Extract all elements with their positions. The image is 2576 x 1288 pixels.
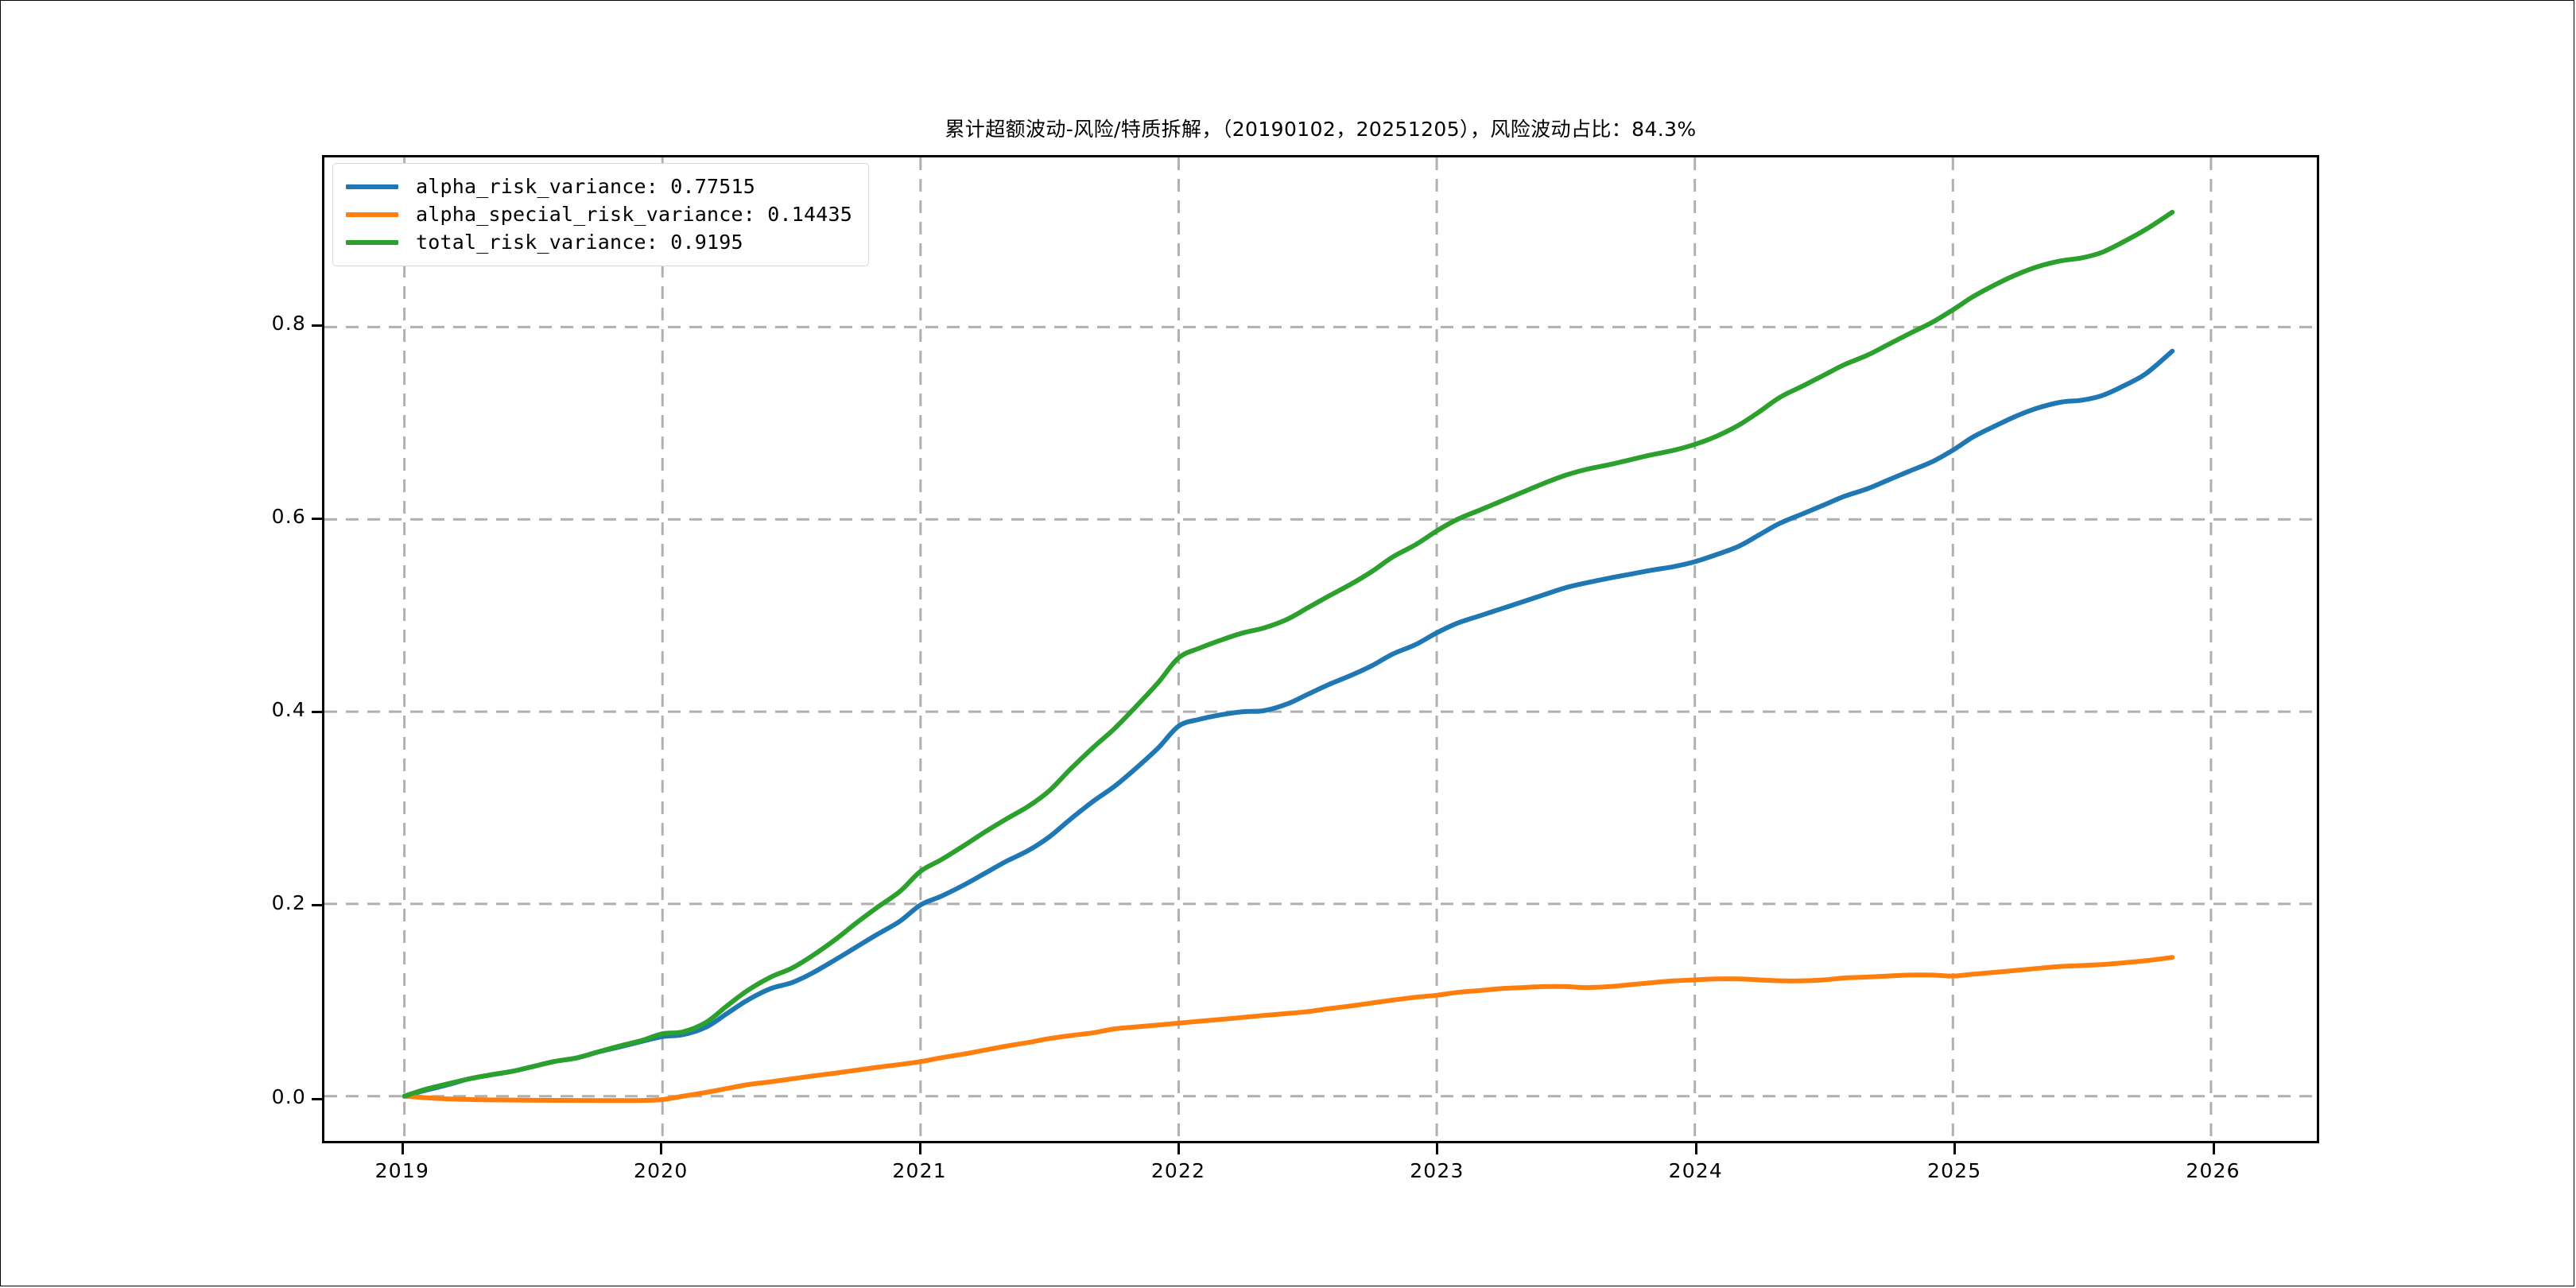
x-tick-label-0: 2019 [374,1159,430,1182]
x-tick-mark-3 [1177,1143,1181,1154]
legend-swatch-alpha_risk_variance [346,184,398,189]
plot-svg [324,157,2317,1141]
y-tick-label-3: 0.6 [271,505,306,529]
legend-label-total_risk_variance: total_risk_variance: 0.9195 [416,231,743,254]
chart-title: 累计超额波动-风险/特质拆解，（20190102，20251205），风险波动占… [945,118,1697,141]
x-tick-mark-0 [401,1143,404,1154]
y-tick-mark-0 [312,1097,323,1100]
x-tick-label-5: 2024 [1668,1159,1724,1182]
y-tick-mark-2 [312,711,323,714]
y-tick-mark-4 [312,324,323,328]
series-line-total_risk_variance [402,209,2175,1099]
x-tick-label-4: 2023 [1410,1159,1465,1182]
gridlines [324,157,2317,1141]
x-tick-mark-7 [2212,1143,2215,1154]
legend-label-alpha_risk_variance: alpha_risk_variance: 0.77515 [416,175,756,198]
data-lines [402,209,2175,1104]
legend-item-total_risk_variance[interactable]: total_risk_variance: 0.9195 [346,228,852,256]
chart-legend: alpha_risk_variance: 0.77515 alpha_specia… [332,163,870,266]
y-tick-mark-3 [312,518,323,521]
y-tick-label-1: 0.2 [271,891,306,915]
legend-item-alpha_risk_variance[interactable]: alpha_risk_variance: 0.77515 [346,173,852,200]
x-tick-mark-4 [1436,1143,1439,1154]
y-tick-label-2: 0.4 [271,698,306,722]
x-tick-label-6: 2025 [1926,1159,1982,1182]
x-tick-label-2: 2021 [892,1159,947,1182]
y-tick-mark-1 [312,904,323,907]
legend-item-alpha_special_risk_variance[interactable]: alpha_special_risk_variance: 0.14435 [346,200,852,228]
y-tick-label-0: 0.0 [271,1084,306,1108]
series-line-alpha_special_risk_variance [402,955,2175,1104]
legend-swatch-alpha_special_risk_variance [346,211,398,217]
x-tick-label-1: 2020 [634,1159,689,1182]
legend-label-alpha_special_risk_variance: alpha_special_risk_variance: 0.14435 [416,203,853,226]
legend-swatch-total_risk_variance [346,239,398,245]
plot-area [322,155,2319,1143]
x-tick-mark-1 [660,1143,663,1154]
series-line-alpha_risk_variance [402,348,2175,1099]
x-tick-mark-6 [1953,1143,1957,1154]
x-tick-mark-2 [918,1143,921,1154]
x-tick-label-3: 2022 [1150,1159,1206,1182]
x-tick-mark-5 [1694,1143,1697,1154]
x-tick-label-7: 2026 [2186,1159,2240,1182]
y-tick-label-4: 0.8 [271,312,306,336]
